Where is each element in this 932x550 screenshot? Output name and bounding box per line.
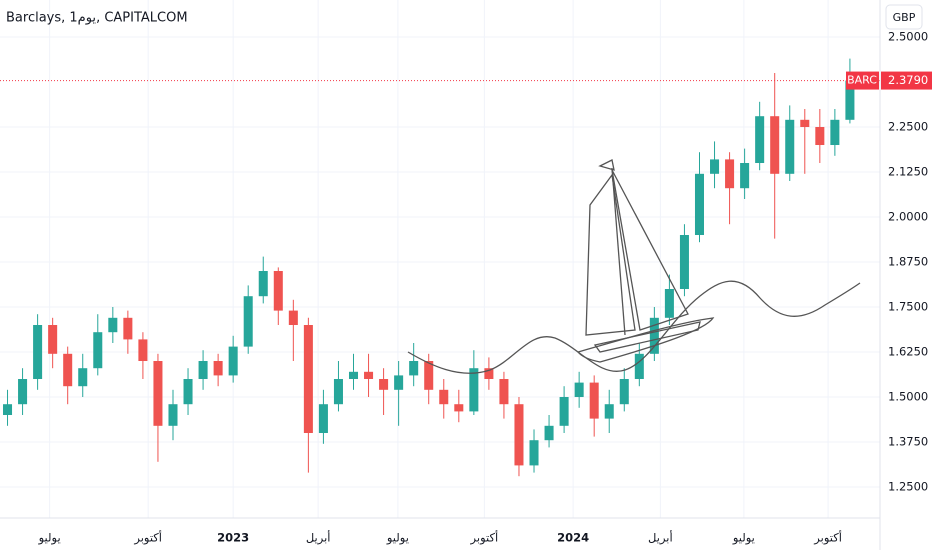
candle-body bbox=[529, 440, 539, 466]
x-tick-label: يوليو bbox=[386, 531, 409, 546]
x-tick-label: يوليو bbox=[38, 531, 61, 546]
candle-body bbox=[710, 159, 720, 174]
candle-body bbox=[409, 361, 419, 376]
candle-body bbox=[123, 317, 133, 340]
candle-body bbox=[785, 119, 795, 174]
candle-body bbox=[138, 339, 148, 362]
candle-body bbox=[439, 389, 449, 405]
candle-body bbox=[273, 271, 283, 311]
price-axis bbox=[880, 0, 932, 550]
y-tick-label: 1.6250 bbox=[888, 345, 928, 359]
candle-body bbox=[574, 382, 584, 398]
candle-body bbox=[514, 404, 524, 466]
candle-body bbox=[604, 404, 614, 419]
candle-body bbox=[78, 368, 88, 387]
candle-body bbox=[499, 379, 509, 405]
candle-body bbox=[454, 404, 464, 412]
chart-title: Barclays, 1يوم, CAPITALCOM bbox=[6, 11, 188, 26]
symbol-tag bbox=[846, 71, 879, 90]
candle-body bbox=[484, 368, 494, 380]
candle-body bbox=[63, 353, 73, 387]
candle-body bbox=[379, 379, 389, 390]
x-tick-label: أكتوبر bbox=[470, 530, 499, 546]
candle-body bbox=[333, 379, 343, 405]
candle-body bbox=[800, 119, 810, 128]
candle-body bbox=[544, 425, 554, 441]
boat-hull-inner bbox=[593, 321, 701, 353]
y-tick-label: 2.0000 bbox=[888, 210, 928, 224]
candle-body bbox=[153, 361, 163, 426]
last-price-tag bbox=[881, 71, 932, 90]
candle-body bbox=[845, 80, 855, 120]
candle-body bbox=[469, 368, 479, 412]
candle-body bbox=[228, 346, 238, 376]
candle-body bbox=[183, 379, 193, 405]
candle-body bbox=[755, 116, 765, 164]
y-tick-label: 1.3750 bbox=[888, 435, 928, 449]
candle-body bbox=[243, 296, 253, 347]
candle-body bbox=[664, 289, 674, 318]
y-tick-label: 2.1250 bbox=[888, 165, 928, 179]
candle-body bbox=[634, 353, 644, 380]
candle-body bbox=[348, 371, 359, 380]
candle-body bbox=[18, 379, 28, 405]
candle-body bbox=[213, 361, 223, 376]
candle-body bbox=[33, 325, 43, 380]
x-tick-label: يوليو bbox=[732, 531, 755, 546]
candle-body bbox=[649, 317, 659, 354]
candle-body bbox=[394, 375, 404, 390]
candle-body bbox=[424, 361, 434, 390]
candle-body bbox=[364, 371, 374, 380]
candle-body bbox=[815, 127, 825, 146]
candle-body bbox=[3, 404, 13, 416]
candle-body bbox=[108, 317, 118, 333]
symbol-label: BARC bbox=[847, 74, 877, 87]
candle-body bbox=[770, 116, 780, 174]
currency-button[interactable] bbox=[885, 4, 923, 30]
y-tick-label: 2.5000 bbox=[888, 30, 928, 44]
mast bbox=[611, 167, 626, 336]
last-price-label: 2.3790 bbox=[888, 73, 928, 87]
drawing bbox=[407, 159, 861, 374]
y-tick-label: 1.7500 bbox=[888, 300, 928, 314]
candle-body bbox=[740, 163, 750, 189]
wave-line bbox=[407, 280, 861, 374]
grid bbox=[0, 0, 880, 518]
candle-body bbox=[694, 173, 704, 236]
x-tick-label: أكتوبر bbox=[813, 530, 842, 546]
candle-body bbox=[48, 325, 58, 354]
x-tick-label: أبريل bbox=[648, 530, 673, 546]
x-tick-label: أكتوبر bbox=[133, 530, 162, 546]
sail-main bbox=[611, 169, 689, 331]
y-tick-label: 1.8750 bbox=[888, 255, 928, 269]
currency[interactable]: GBP bbox=[893, 11, 916, 24]
candle-body bbox=[318, 404, 328, 434]
y-tick-label: 1.5000 bbox=[888, 390, 928, 404]
sail-jib bbox=[585, 173, 636, 336]
candle-body bbox=[258, 271, 268, 297]
x-tick-label: أبريل bbox=[306, 530, 331, 546]
candle-body bbox=[589, 382, 599, 419]
candle-body bbox=[288, 310, 298, 326]
candle-body bbox=[679, 235, 689, 290]
candle-body bbox=[168, 404, 178, 426]
y-tick-label: 1.2500 bbox=[888, 480, 928, 494]
candle-body bbox=[198, 361, 208, 380]
x-tick-label: 2024 bbox=[557, 531, 589, 545]
candle-body bbox=[559, 397, 569, 426]
candle-body bbox=[303, 325, 313, 434]
candles bbox=[3, 58, 855, 477]
candle-body bbox=[619, 379, 629, 405]
y-tick-label: 2.2500 bbox=[888, 120, 928, 134]
flag bbox=[598, 159, 615, 171]
x-tick-label: 2023 bbox=[217, 531, 249, 545]
candle-body bbox=[725, 159, 735, 189]
candle-body bbox=[93, 332, 103, 369]
axes: 1.2500 1.3750 1.5000 1.6250 1.7500 1.8750 2.00… bbox=[38, 30, 932, 546]
candle-body bbox=[830, 119, 840, 146]
